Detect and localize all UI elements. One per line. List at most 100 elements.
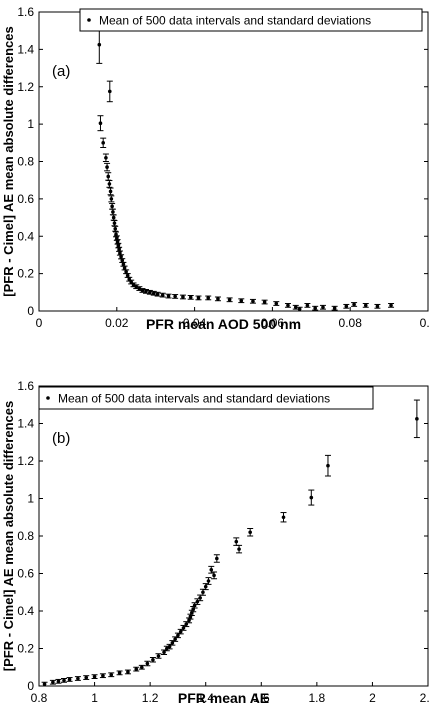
data-marker	[274, 301, 279, 306]
data-marker	[145, 661, 150, 666]
y-tick-label: 0	[27, 304, 34, 318]
data-point	[123, 269, 130, 275]
data-point	[351, 302, 358, 307]
data-point	[109, 208, 116, 216]
data-point	[124, 669, 131, 675]
data-point	[133, 666, 140, 672]
data-point	[319, 304, 326, 310]
data-point	[66, 677, 73, 682]
x-tick-label: 0.02	[105, 316, 129, 330]
data-point	[188, 609, 195, 616]
y-tick-label: 1.4	[17, 42, 34, 56]
plot-area	[38, 11, 429, 312]
data-marker	[237, 547, 241, 551]
data-marker	[363, 303, 368, 308]
y-tick-label: 0.6	[17, 567, 34, 581]
data-marker	[108, 189, 113, 194]
x-axis-label: PFR mean AE	[178, 690, 269, 706]
x-tick-label: 1.2	[142, 691, 159, 705]
data-marker	[375, 304, 380, 309]
data-marker	[167, 644, 172, 649]
data-point	[124, 273, 131, 278]
data-point	[96, 25, 103, 64]
data-marker	[119, 255, 123, 259]
y-tick-label: 0.4	[17, 604, 34, 618]
panel-label: (a)	[52, 63, 70, 80]
data-marker	[188, 295, 193, 300]
data-point	[49, 679, 56, 685]
data-point	[213, 554, 220, 563]
y-tick-label: 0.4	[17, 229, 34, 243]
data-point	[159, 292, 166, 298]
x-tick-label: 1.8	[309, 691, 326, 705]
data-marker	[120, 258, 125, 263]
data-marker	[111, 215, 116, 220]
panel-b: 0.8 1 1.2 1.4 1.6 1.8 2 2.2 0 0.2 0.4 0.6 0.8 1 1.2 1.4…	[1, 379, 430, 706]
y-axis-label: [PFR - Cimel] AE mean absolute differenc…	[1, 401, 16, 671]
data-point	[211, 571, 218, 580]
x-tick-label: 0.06	[261, 316, 285, 330]
data-marker	[137, 286, 142, 291]
data-marker	[227, 297, 232, 302]
y-tick-label: 0.6	[17, 192, 34, 206]
data-marker	[196, 296, 201, 300]
x-tick-label: 1	[91, 691, 98, 705]
data-marker	[117, 671, 122, 675]
data-marker	[215, 556, 219, 561]
data-point	[292, 304, 299, 310]
data-point	[308, 489, 315, 506]
data-point	[154, 291, 161, 297]
y-tick-label: 1.6	[17, 379, 34, 393]
data-point	[83, 675, 90, 680]
data-marker	[248, 530, 252, 535]
data-point	[104, 162, 111, 172]
data-point	[110, 214, 117, 221]
panel-a: 0 0.02 0.04 0.06 0.08 0.1 0 0.2 0.4 0.6 0.8 1 1.2 1.4…	[1, 5, 430, 332]
data-marker	[125, 273, 130, 278]
y-tick-label: 0.8	[17, 155, 34, 169]
data-point	[100, 137, 107, 148]
data-point	[362, 303, 369, 308]
data-point	[261, 299, 268, 305]
y-axis-label: [PFR - Cimel] AE mean absolute differenc…	[1, 26, 16, 296]
x-tick-label: 0	[36, 316, 43, 330]
data-marker	[140, 665, 144, 670]
y-tick-label: 0.2	[17, 642, 34, 656]
data-point	[413, 399, 420, 439]
data-marker	[118, 251, 122, 255]
data-point	[121, 265, 128, 271]
data-point	[284, 303, 291, 308]
data-point	[55, 678, 62, 684]
data-point	[247, 528, 254, 537]
data-point	[120, 261, 127, 267]
data-marker	[156, 654, 161, 658]
data-marker	[286, 303, 290, 308]
data-point	[41, 681, 48, 687]
legend-box	[38, 386, 374, 410]
data-marker	[170, 641, 175, 645]
data-marker	[198, 596, 202, 600]
data-point	[187, 294, 194, 300]
data-marker	[134, 284, 139, 289]
data-marker	[212, 573, 216, 578]
data-marker	[84, 675, 89, 680]
data-marker	[216, 297, 220, 301]
data-marker	[203, 584, 208, 589]
y-tick-label: 0	[27, 679, 34, 693]
data-marker	[160, 293, 165, 297]
data-marker	[101, 141, 105, 145]
data-point	[146, 289, 153, 295]
y-tick-label: 1	[27, 117, 34, 131]
data-point	[109, 203, 116, 210]
data-marker	[281, 515, 286, 520]
data-marker	[98, 121, 103, 125]
data-point	[107, 187, 114, 196]
data-point	[304, 303, 311, 308]
data-point	[374, 303, 381, 309]
data-marker	[166, 294, 171, 298]
data-marker	[105, 165, 109, 169]
data-marker	[104, 155, 108, 160]
data-point	[155, 653, 162, 659]
data-point	[280, 512, 287, 523]
